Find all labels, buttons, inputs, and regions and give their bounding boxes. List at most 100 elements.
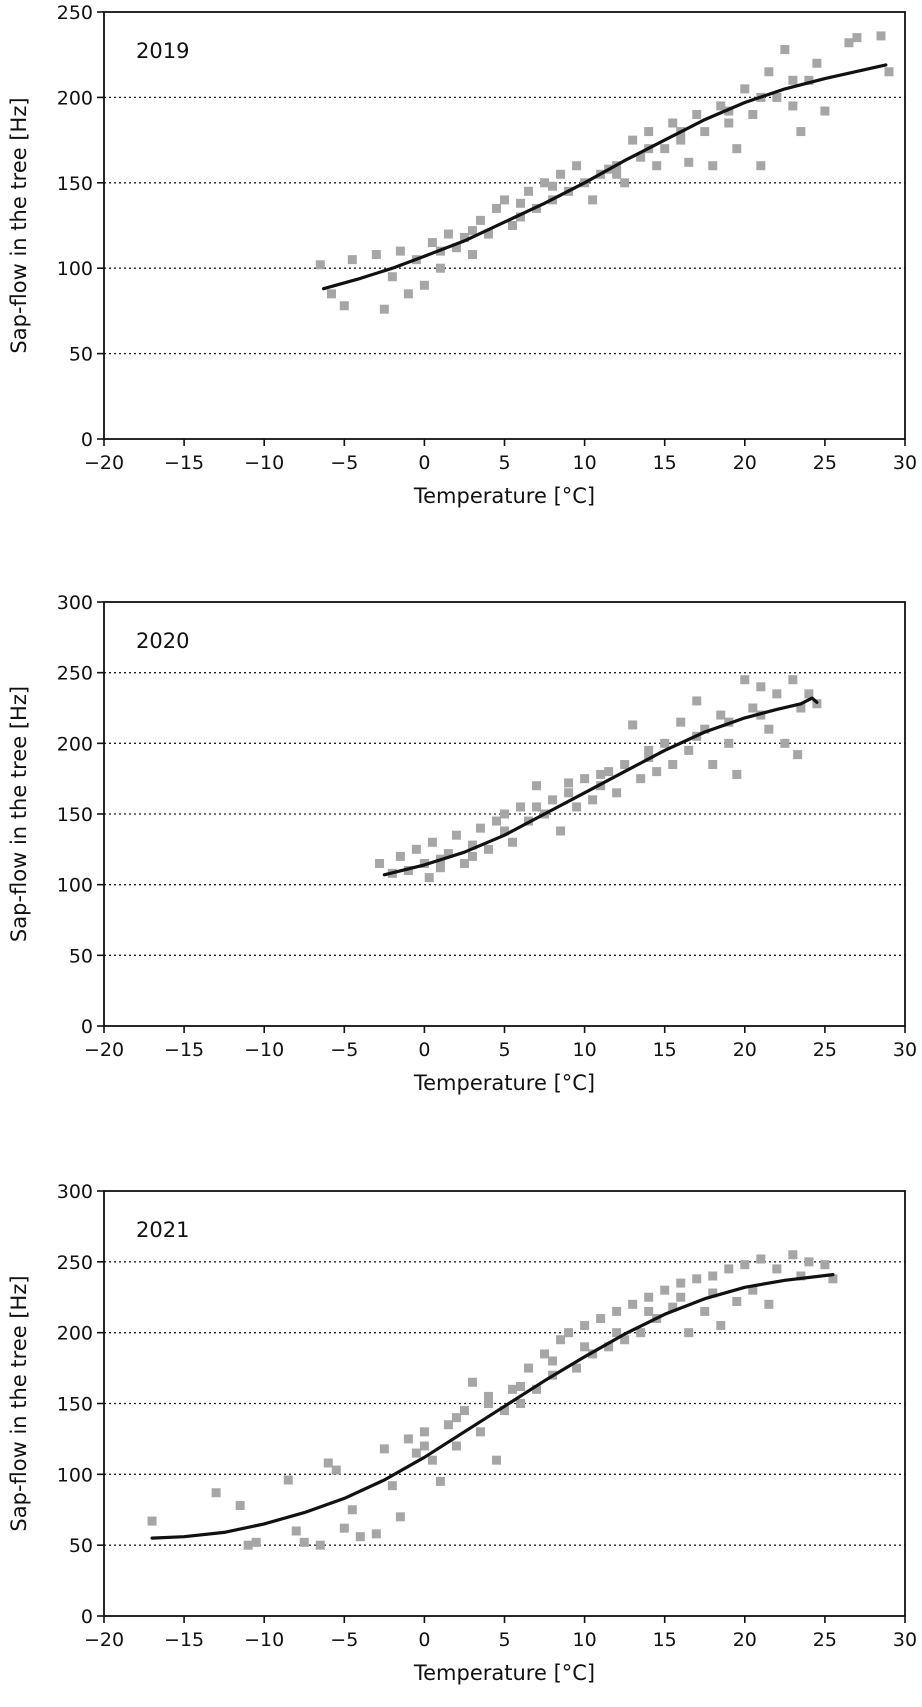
data-point <box>844 38 854 48</box>
x-tick-label: −10 <box>244 452 284 474</box>
data-point <box>596 1314 606 1323</box>
data-point <box>395 851 405 861</box>
data-point <box>588 195 598 205</box>
data-point <box>548 795 558 805</box>
y-tick-label: 200 <box>57 87 93 109</box>
y-tick-label: 0 <box>81 429 93 451</box>
data-point <box>804 75 814 85</box>
data-point <box>660 1285 670 1295</box>
x-tick-label: 5 <box>498 1039 510 1061</box>
data-point <box>668 118 678 128</box>
data-point <box>451 830 461 840</box>
data-point <box>652 161 662 171</box>
data-point <box>708 760 718 770</box>
data-point <box>876 31 886 41</box>
data-point <box>475 1427 485 1437</box>
x-tick-label: 0 <box>418 1039 430 1061</box>
data-point <box>211 1488 221 1498</box>
data-point <box>508 1384 518 1394</box>
data-point <box>564 778 574 788</box>
data-point <box>411 1448 421 1458</box>
y-tick-label: 250 <box>57 663 93 685</box>
data-point <box>636 152 646 162</box>
y-tick-label: 150 <box>57 1394 93 1416</box>
data-point <box>524 186 534 196</box>
data-point <box>323 1458 333 1468</box>
data-point <box>628 720 638 730</box>
x-axis-label: Temperature [°C] <box>413 484 595 508</box>
data-point <box>419 1441 429 1451</box>
data-point <box>299 1537 309 1547</box>
data-point <box>516 1399 526 1408</box>
x-tick-label: 20 <box>733 1039 757 1061</box>
data-point <box>788 675 798 685</box>
data-point <box>588 795 598 805</box>
data-point <box>395 1512 405 1522</box>
data-point <box>564 788 574 798</box>
data-point <box>700 1306 710 1316</box>
plot-frame <box>103 11 906 440</box>
data-point <box>764 1299 774 1309</box>
fit-curve <box>150 1273 835 1540</box>
x-tick-label: 30 <box>893 1039 917 1061</box>
data-point <box>684 745 694 755</box>
y-tick-label: 100 <box>57 875 93 897</box>
x-tick-label: 20 <box>733 452 757 474</box>
data-point <box>491 816 501 826</box>
data-point <box>676 717 686 727</box>
y-tick-label: 0 <box>81 1606 93 1628</box>
data-point <box>764 724 774 734</box>
x-tick-label: −20 <box>84 1629 124 1651</box>
data-point <box>596 769 606 779</box>
data-point <box>532 781 542 791</box>
data-point <box>612 169 622 179</box>
x-tick-label: 10 <box>573 1629 597 1651</box>
data-point <box>732 144 742 154</box>
data-point <box>740 1260 750 1270</box>
data-point <box>716 710 726 720</box>
data-point <box>884 67 894 77</box>
data-point <box>820 1260 830 1270</box>
y-tick-label: 250 <box>57 1252 93 1274</box>
data-point <box>451 1441 461 1451</box>
data-point <box>740 84 750 94</box>
data-point <box>572 1363 582 1373</box>
data-point <box>283 1475 293 1485</box>
data-point <box>708 161 718 171</box>
data-point <box>676 135 686 145</box>
data-point <box>443 229 453 239</box>
data-point <box>724 738 734 748</box>
data-point <box>500 1406 509 1416</box>
data-point <box>427 238 437 248</box>
data-point <box>516 198 526 208</box>
data-point <box>644 1292 654 1302</box>
data-point <box>756 682 766 692</box>
data-point <box>580 1342 590 1352</box>
fit-curve <box>321 63 888 291</box>
data-point <box>772 689 782 699</box>
panel-year-label: 2020 <box>136 629 189 653</box>
data-point <box>339 301 349 311</box>
data-point <box>556 1335 566 1345</box>
data-point <box>852 33 862 43</box>
data-point <box>620 178 630 188</box>
x-tick-label: −10 <box>244 1039 284 1061</box>
data-point <box>580 1321 590 1331</box>
data-point <box>315 260 325 270</box>
data-point <box>491 203 501 213</box>
data-point <box>403 1434 413 1444</box>
data-point <box>756 1254 766 1264</box>
data-point <box>700 724 710 734</box>
data-point <box>788 75 798 85</box>
x-tick-label: −20 <box>84 1039 124 1061</box>
data-point <box>467 851 477 861</box>
data-point <box>419 280 429 290</box>
data-point <box>644 1306 654 1316</box>
x-tick-label: −20 <box>84 452 124 474</box>
data-point <box>716 101 726 111</box>
data-point <box>443 1420 453 1430</box>
data-point <box>556 826 566 836</box>
data-point <box>700 127 710 137</box>
data-point <box>548 1356 558 1366</box>
data-point <box>812 58 822 68</box>
